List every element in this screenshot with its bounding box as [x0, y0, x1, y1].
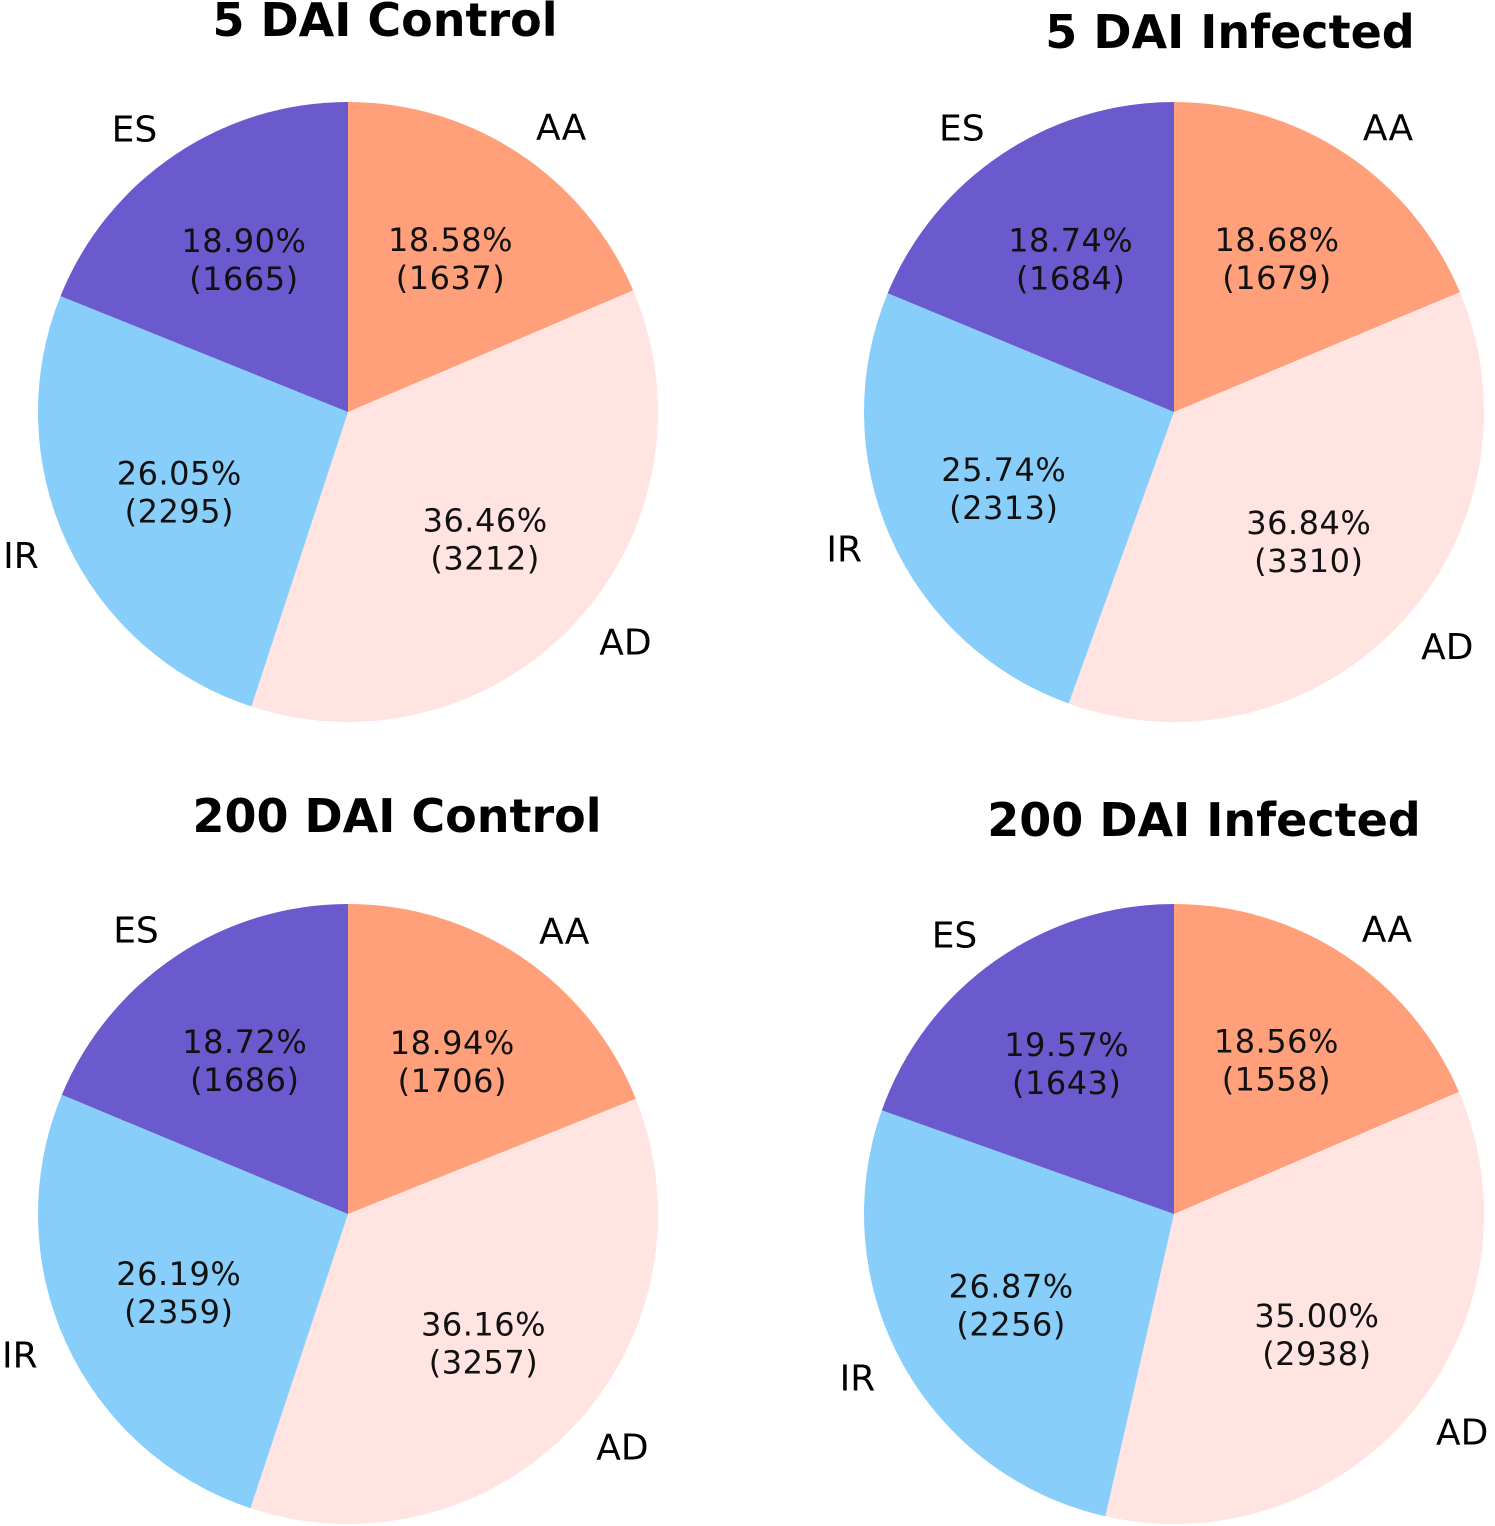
slice-es	[887, 101, 1174, 412]
percent-label-ir: 26.19%	[116, 1255, 241, 1293]
count-label-ir: (2256)	[956, 1306, 1065, 1344]
slice-ad	[250, 1098, 659, 1525]
chart-title: 200 DAI Infected	[987, 793, 1420, 847]
pie-chart-5-dai-control: 5 DAI Control AA 18.58%(1637) AD 36.46%(3212…	[3, 0, 658, 723]
slice-ad	[251, 290, 658, 723]
percent-label-aa: 18.94%	[390, 1024, 515, 1062]
percent-label-ad: 36.46%	[423, 502, 548, 540]
category-label-aa: AA	[1363, 108, 1414, 149]
count-label-es: (1643)	[1012, 1064, 1121, 1102]
slice-ad	[1105, 1091, 1485, 1525]
slice-aa	[348, 904, 636, 1214]
slice-es	[60, 101, 348, 412]
slice-ir	[863, 1110, 1174, 1517]
category-label-aa: AA	[539, 912, 590, 953]
category-label-es: ES	[932, 916, 978, 957]
count-label-es: (1665)	[189, 260, 298, 298]
slice-ir	[38, 1094, 348, 1509]
pie-chart-5-dai-infected: 5 DAI Infected AA 18.68%(1679) AD 36.84%(331…	[826, 5, 1484, 722]
category-label-aa: AA	[1362, 909, 1413, 950]
category-label-ad: AD	[1421, 627, 1473, 668]
category-label-ir: IR	[826, 530, 862, 571]
count-label-aa: (1558)	[1222, 1061, 1331, 1099]
percent-label-ir: 25.74%	[941, 451, 1066, 489]
category-label-es: ES	[113, 910, 159, 951]
count-label-ad: (2938)	[1262, 1335, 1371, 1373]
category-label-ad: AD	[599, 623, 651, 664]
pie-chart-200-dai-control: 200 DAI Control AA 18.94%(1706) AD 36.16%(32…	[2, 789, 659, 1525]
percent-label-ir: 26.05%	[117, 454, 242, 492]
slice-ir	[863, 293, 1174, 704]
percent-label-aa: 18.68%	[1214, 221, 1339, 259]
count-label-ad: (3212)	[430, 540, 539, 578]
percent-label-ad: 35.00%	[1254, 1297, 1379, 1335]
count-label-es: (1684)	[1016, 259, 1125, 297]
category-label-ir: IR	[2, 1336, 38, 1377]
count-label-ad: (3310)	[1254, 542, 1363, 580]
category-label-es: ES	[112, 109, 158, 150]
chart-title: 200 DAI Control	[192, 789, 601, 843]
count-label-es: (1686)	[190, 1061, 299, 1099]
slice-aa	[1174, 102, 1460, 412]
pie-chart-200-dai-infected: 200 DAI InfectedAA18.56%(1558)AD35.00%(2…	[840, 793, 1488, 1525]
percent-label-es: 18.72%	[182, 1023, 307, 1061]
category-label-aa: AA	[536, 108, 587, 149]
category-label-ad: AD	[596, 1428, 648, 1469]
chart-title: 5 DAI Control	[212, 0, 557, 47]
category-label-ad: AD	[1436, 1412, 1488, 1453]
category-label-ir: IR	[3, 536, 39, 577]
percent-label-aa: 18.58%	[388, 221, 513, 259]
percent-label-es: 19.57%	[1004, 1026, 1129, 1064]
percent-label-ir: 26.87%	[949, 1268, 1074, 1306]
percent-label-aa: 18.56%	[1214, 1023, 1339, 1061]
chart-title: 5 DAI Infected	[1045, 5, 1414, 59]
percent-label-ad: 36.16%	[421, 1306, 546, 1344]
slice-es	[881, 904, 1174, 1214]
slice-aa	[1174, 904, 1459, 1214]
slice-ir	[37, 296, 348, 707]
count-label-aa: (1637)	[396, 259, 505, 297]
category-label-ir: IR	[840, 1358, 876, 1399]
percent-label-ad: 36.84%	[1246, 504, 1371, 542]
category-label-es: ES	[939, 108, 985, 149]
count-label-ir: (2295)	[125, 492, 234, 530]
count-label-aa: (1679)	[1222, 259, 1331, 297]
count-label-aa: (1706)	[398, 1062, 507, 1100]
count-label-ir: (2313)	[949, 489, 1058, 527]
slice-ad	[1068, 292, 1484, 722]
count-label-ad: (3257)	[429, 1344, 538, 1382]
count-label-ir: (2359)	[124, 1293, 233, 1331]
slice-es	[61, 904, 348, 1214]
slice-aa	[348, 102, 634, 412]
percent-label-es: 18.74%	[1008, 221, 1133, 259]
percent-label-es: 18.90%	[181, 222, 306, 260]
